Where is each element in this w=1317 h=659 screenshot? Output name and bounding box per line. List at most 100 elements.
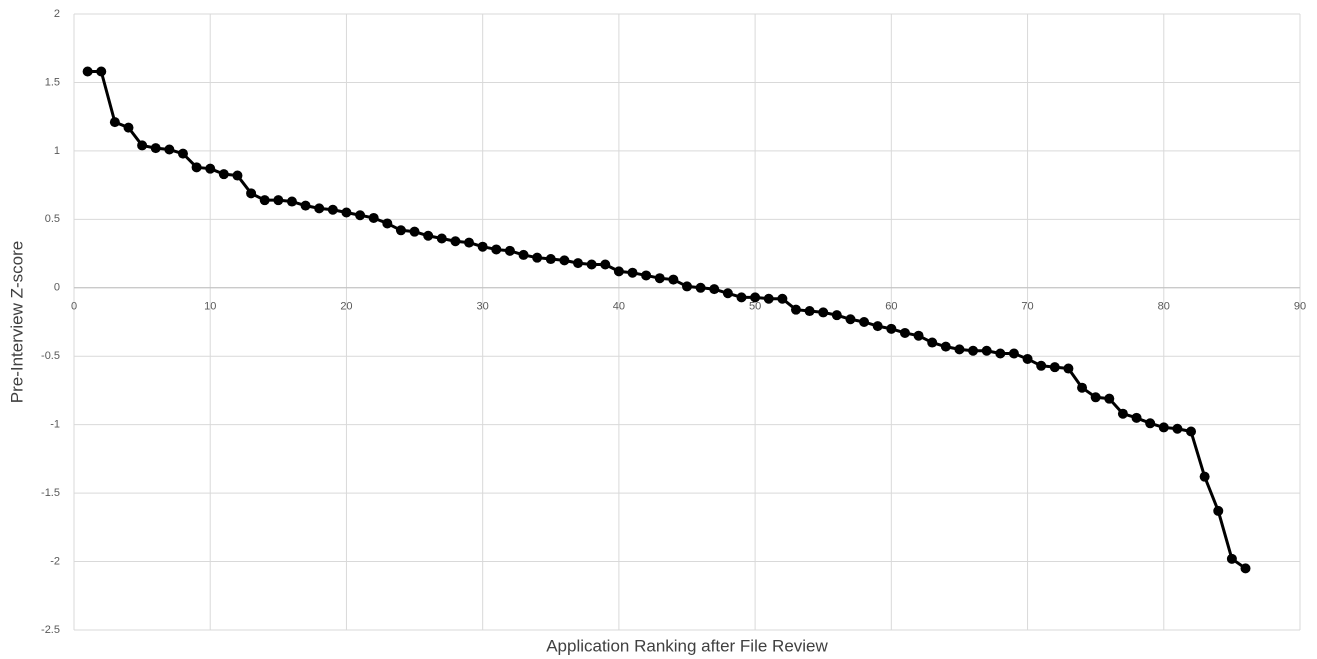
marker bbox=[273, 195, 284, 206]
marker bbox=[191, 162, 202, 173]
marker bbox=[790, 304, 801, 315]
marker bbox=[464, 237, 475, 248]
marker bbox=[1036, 360, 1047, 371]
marker bbox=[859, 317, 870, 327]
marker bbox=[545, 254, 556, 265]
marker bbox=[1145, 418, 1156, 429]
marker bbox=[872, 321, 883, 332]
marker bbox=[246, 188, 257, 199]
marker bbox=[436, 233, 447, 244]
marker bbox=[164, 144, 175, 155]
marker bbox=[682, 281, 692, 292]
marker bbox=[423, 230, 434, 241]
marker bbox=[981, 345, 992, 356]
x-tick-label: 30 bbox=[477, 301, 489, 313]
marker bbox=[750, 292, 761, 303]
marker bbox=[695, 282, 706, 293]
marker bbox=[940, 341, 951, 352]
marker bbox=[913, 330, 924, 341]
marker bbox=[927, 337, 938, 348]
marker bbox=[777, 293, 788, 304]
marker bbox=[218, 169, 229, 180]
x-tick-label: 50 bbox=[749, 301, 761, 313]
y-tick-label: -1 bbox=[50, 419, 60, 431]
marker bbox=[627, 267, 638, 278]
marker bbox=[995, 348, 1006, 359]
marker bbox=[1213, 505, 1224, 516]
marker bbox=[954, 344, 965, 355]
marker bbox=[654, 273, 665, 284]
marker bbox=[709, 284, 720, 295]
y-tick-label: 2 bbox=[54, 8, 60, 20]
marker bbox=[818, 307, 829, 318]
x-tick-label: 60 bbox=[885, 301, 897, 313]
marker bbox=[886, 323, 897, 334]
marker bbox=[150, 143, 161, 154]
x-tick-label: 70 bbox=[1021, 301, 1033, 313]
marker bbox=[82, 66, 93, 77]
marker bbox=[1022, 353, 1033, 364]
marker bbox=[368, 212, 379, 223]
x-tick-label: 90 bbox=[1294, 301, 1306, 313]
marker bbox=[559, 255, 570, 266]
marker bbox=[491, 244, 502, 255]
marker bbox=[532, 252, 543, 263]
marker bbox=[314, 203, 325, 214]
marker bbox=[137, 140, 148, 151]
y-tick-label: -2 bbox=[50, 555, 60, 567]
y-tick-label: 0 bbox=[54, 282, 60, 294]
marker bbox=[96, 66, 107, 77]
marker bbox=[1226, 553, 1237, 564]
marker bbox=[477, 241, 488, 252]
x-tick-label: 40 bbox=[613, 301, 625, 313]
marker bbox=[109, 117, 120, 128]
marker bbox=[736, 292, 747, 303]
x-axis-label: Application Ranking after File Review bbox=[546, 636, 828, 655]
marker bbox=[586, 259, 597, 270]
y-tick-label: -0.5 bbox=[41, 350, 60, 362]
marker bbox=[1172, 423, 1183, 434]
marker bbox=[573, 258, 584, 269]
marker bbox=[504, 245, 515, 256]
marker bbox=[341, 207, 352, 218]
marker bbox=[968, 345, 979, 356]
marker bbox=[1158, 422, 1169, 433]
marker bbox=[600, 259, 611, 270]
y-tick-label: -2.5 bbox=[41, 624, 60, 636]
marker bbox=[123, 122, 134, 133]
marker bbox=[804, 306, 815, 317]
marker bbox=[300, 200, 311, 211]
marker bbox=[1117, 408, 1128, 419]
marker bbox=[1008, 348, 1019, 359]
marker bbox=[1049, 362, 1060, 373]
marker bbox=[1090, 392, 1101, 403]
marker bbox=[1240, 563, 1251, 574]
marker bbox=[668, 274, 679, 285]
marker bbox=[409, 226, 420, 237]
marker bbox=[722, 288, 733, 299]
x-tick-label: 20 bbox=[340, 301, 352, 313]
marker bbox=[450, 236, 461, 247]
marker bbox=[1186, 426, 1197, 437]
marker bbox=[355, 210, 366, 221]
x-tick-label: 0 bbox=[71, 301, 77, 313]
marker bbox=[1104, 393, 1115, 404]
marker bbox=[763, 293, 774, 304]
marker bbox=[382, 218, 393, 229]
marker bbox=[518, 249, 529, 260]
marker bbox=[177, 148, 188, 159]
marker bbox=[259, 195, 270, 206]
y-axis-label: Pre-Interview Z-score bbox=[7, 241, 26, 403]
marker bbox=[327, 204, 338, 215]
marker bbox=[1199, 471, 1210, 482]
x-tick-label: 80 bbox=[1158, 301, 1170, 313]
marker bbox=[641, 270, 652, 281]
y-tick-label: 1 bbox=[54, 145, 60, 157]
marker bbox=[845, 314, 856, 325]
marker bbox=[1077, 382, 1088, 393]
marker bbox=[205, 163, 216, 174]
marker bbox=[286, 196, 297, 207]
marker bbox=[1063, 363, 1074, 374]
marker bbox=[899, 327, 910, 338]
